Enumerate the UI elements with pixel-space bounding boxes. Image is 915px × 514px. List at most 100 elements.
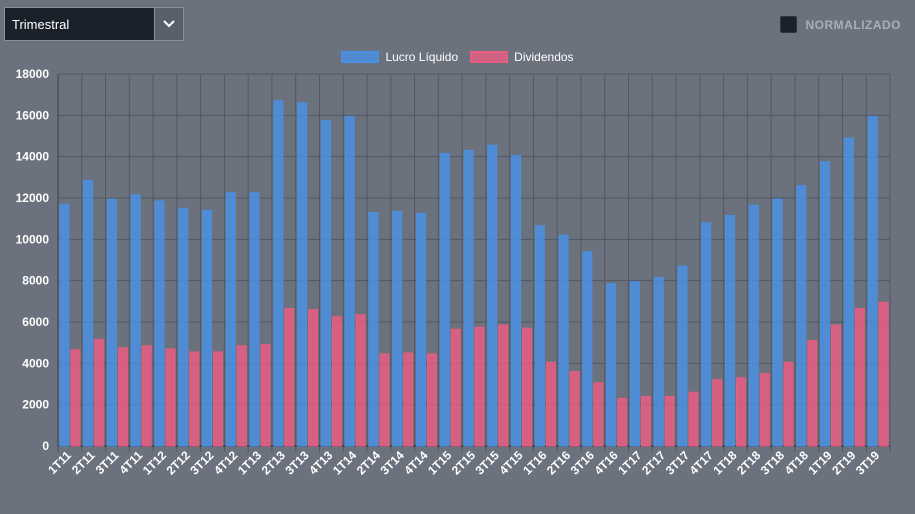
legend-swatch-dividendos <box>470 51 509 63</box>
x-tick-label: 4T11 <box>117 448 146 477</box>
lucro-bar[interactable] <box>59 203 70 447</box>
x-tick-label: 3T14 <box>378 448 407 477</box>
x-tick-label: 2T17 <box>639 448 668 477</box>
dividendos-bar[interactable] <box>355 314 366 447</box>
dividendos-bar[interactable] <box>213 351 224 447</box>
y-tick-label: 12000 <box>16 191 50 205</box>
dividendos-bar[interactable] <box>831 324 842 447</box>
dividendos-bar[interactable] <box>688 391 699 447</box>
lucro-bar[interactable] <box>843 137 854 447</box>
y-tick-label: 8000 <box>22 274 49 288</box>
dividendos-bar[interactable] <box>94 339 105 447</box>
lucro-bar[interactable] <box>415 213 426 447</box>
y-tick-label: 14000 <box>16 150 50 164</box>
dividendos-bar[interactable] <box>640 395 651 447</box>
dividendos-bar[interactable] <box>878 301 889 447</box>
chart-legend: Lucro Líquido Dividendos <box>0 50 915 64</box>
dividendos-bar[interactable] <box>569 371 580 447</box>
dividendos-bar[interactable] <box>498 324 509 447</box>
dividendos-bar[interactable] <box>403 352 414 447</box>
x-tick-label: 2T18 <box>734 448 763 477</box>
dividendos-bar[interactable] <box>593 382 604 447</box>
dividendos-bar[interactable] <box>450 328 461 447</box>
lucro-bar[interactable] <box>820 161 831 447</box>
x-tick-label: 4T14 <box>401 448 430 477</box>
lucro-bar[interactable] <box>154 200 165 447</box>
normalize-label: NORMALIZADO <box>805 17 901 32</box>
dividendos-bar[interactable] <box>854 308 865 447</box>
x-tick-label: 1T17 <box>615 448 644 477</box>
dividendos-bar[interactable] <box>331 316 342 447</box>
lucro-bar[interactable] <box>463 149 474 447</box>
lucro-bar[interactable] <box>202 209 213 447</box>
lucro-bar[interactable] <box>534 225 545 447</box>
dividendos-bar[interactable] <box>117 347 128 447</box>
lucro-bar[interactable] <box>677 265 688 447</box>
lucro-bar[interactable] <box>83 179 94 447</box>
legend-swatch-lucro <box>341 51 380 63</box>
period-select-toggle[interactable] <box>154 8 183 40</box>
dividendos-bar[interactable] <box>165 348 176 447</box>
dividendos-bar[interactable] <box>284 308 295 447</box>
dividendos-bar[interactable] <box>664 395 675 447</box>
lucro-bar[interactable] <box>748 204 759 447</box>
lucro-bar[interactable] <box>653 277 664 447</box>
dividendos-bar[interactable] <box>141 345 152 447</box>
lucro-bar[interactable] <box>130 194 141 447</box>
lucro-bar[interactable] <box>368 211 379 447</box>
lucro-bar[interactable] <box>225 192 236 447</box>
legend-item-dividendos[interactable]: Dividendos <box>470 50 574 64</box>
lucro-bar[interactable] <box>558 234 569 447</box>
lucro-bar[interactable] <box>273 100 284 447</box>
lucro-bar[interactable] <box>439 153 450 447</box>
y-tick-label: 6000 <box>22 315 49 329</box>
dividendos-bar[interactable] <box>759 373 770 447</box>
dividendos-bar[interactable] <box>783 361 794 447</box>
x-tick-label: 1T19 <box>805 448 834 477</box>
normalize-toggle[interactable]: NORMALIZADO <box>779 16 902 33</box>
dividendos-bar[interactable] <box>70 349 81 447</box>
dividendos-bar[interactable] <box>236 345 247 447</box>
x-tick-label: 4T12 <box>211 448 240 477</box>
x-tick-label: 3T17 <box>663 448 692 477</box>
lucro-bar[interactable] <box>344 115 355 447</box>
lucro-bar[interactable] <box>606 283 617 447</box>
dividendos-bar[interactable] <box>807 340 818 447</box>
x-tick-label: 4T17 <box>687 448 716 477</box>
lucro-bar[interactable] <box>724 215 735 447</box>
lucro-bar[interactable] <box>297 102 308 447</box>
lucro-bar[interactable] <box>249 192 260 447</box>
x-tick-label: 3T13 <box>282 448 311 477</box>
x-tick-label: 1T18 <box>710 448 739 477</box>
x-tick-label: 1T13 <box>235 448 264 477</box>
x-tick-label: 2T19 <box>829 448 858 477</box>
dividendos-bar[interactable] <box>522 327 533 447</box>
lucro-bar[interactable] <box>796 185 807 447</box>
dividendos-bar[interactable] <box>735 377 746 447</box>
lucro-bar[interactable] <box>867 115 878 447</box>
lucro-bar[interactable] <box>511 155 522 447</box>
legend-label-lucro: Lucro Líquido <box>385 50 459 64</box>
dividendos-bar[interactable] <box>712 379 723 447</box>
lucro-bar[interactable] <box>178 207 189 447</box>
lucro-bar[interactable] <box>701 222 712 447</box>
dividendos-bar[interactable] <box>260 344 271 447</box>
lucro-bar[interactable] <box>772 198 783 447</box>
dividendos-bar[interactable] <box>474 326 485 447</box>
dividendos-bar[interactable] <box>617 397 628 447</box>
dividendos-bar[interactable] <box>189 351 200 447</box>
dividendos-bar[interactable] <box>545 361 556 447</box>
lucro-bar[interactable] <box>487 144 498 447</box>
normalize-checkbox[interactable] <box>779 16 797 33</box>
dividendos-bar[interactable] <box>426 353 437 447</box>
legend-item-lucro[interactable]: Lucro Líquido <box>341 50 458 64</box>
lucro-bar[interactable] <box>629 281 640 447</box>
dividendos-bar[interactable] <box>308 309 319 447</box>
lucro-bar[interactable] <box>320 120 331 447</box>
dividendos-bar[interactable] <box>379 353 390 447</box>
period-select[interactable]: Trimestral <box>4 7 184 41</box>
lucro-bar[interactable] <box>582 251 593 447</box>
lucro-bar[interactable] <box>106 198 117 447</box>
lucro-bar[interactable] <box>392 210 403 447</box>
